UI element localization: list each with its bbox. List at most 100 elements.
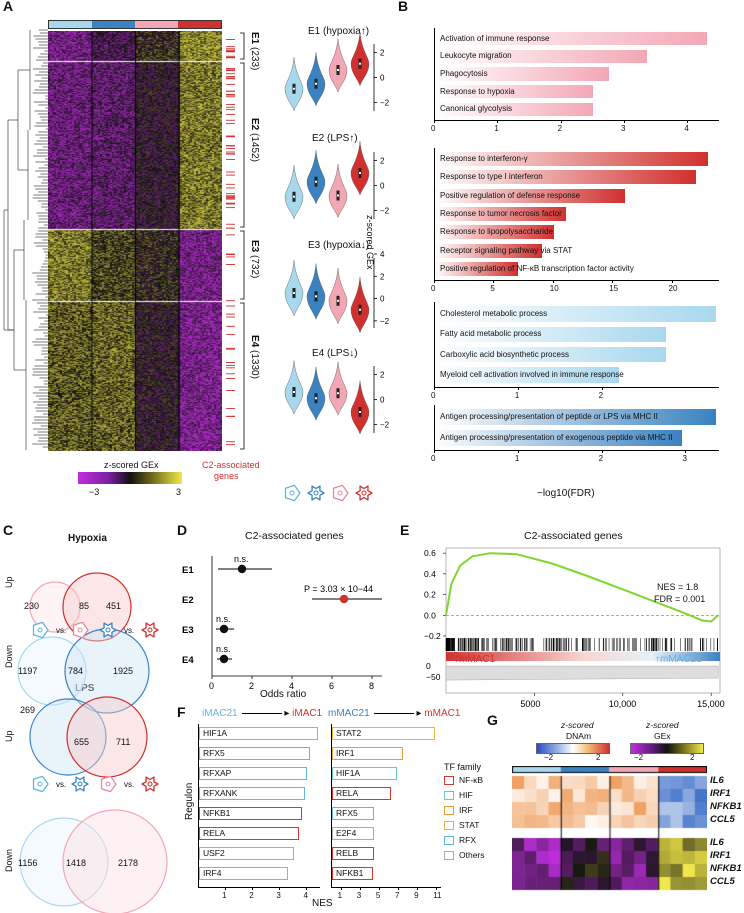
tf-legend-title: TF family	[444, 762, 481, 772]
gsea-right-label: ↑mMAC21	[655, 654, 702, 665]
gsea-metric-area	[445, 665, 719, 681]
lps-title: LPS	[75, 683, 95, 694]
violin-median	[359, 62, 361, 65]
venn-diagrams	[17, 572, 168, 913]
go-term-label: Antigen processing/presentation of pepti…	[440, 412, 658, 422]
forest-annotation: P = 3.03 × 10−44	[304, 584, 373, 594]
panelb-yaxis	[434, 405, 435, 450]
violin-plots: 2 0 −2 2 0 −2 4 2 0 −2 2 0 −2	[284, 32, 390, 435]
hyp-down-right: 1925	[113, 666, 134, 676]
f-tick-label: 11	[433, 891, 442, 900]
lps-up-overlap: 655	[74, 737, 90, 747]
f-tick	[436, 887, 438, 890]
regulon-name: HIF1A	[336, 768, 361, 778]
regulon-bar	[332, 767, 398, 780]
cluster-e2-label: E2 (1452)	[249, 118, 260, 162]
tf-legend-swatch	[444, 776, 454, 785]
violin-title-e3: E3 (hypoxia↓)	[308, 240, 370, 251]
regulon-name: RFXANK	[203, 788, 238, 798]
panel-letter-f: F	[177, 704, 186, 720]
violin-median	[337, 69, 339, 71]
go-term-label: Myeloid cell activation involved in immu…	[440, 369, 624, 379]
cell-icon-imac1	[332, 484, 349, 502]
f-xaxis	[331, 887, 441, 888]
lps-icon-imac21-nucleus	[37, 781, 43, 787]
c2-label-line2: genes	[214, 471, 239, 481]
go-term-label: Activation of immune response	[440, 33, 550, 43]
go-term-label: Response to lipopolysaccharide	[440, 227, 553, 237]
regulon-bar	[332, 867, 374, 880]
cell-state-icons	[284, 484, 373, 502]
regulon-name: HIF1A	[203, 728, 228, 738]
panelb-tick-label: 1	[514, 391, 520, 400]
panelb-xaxis	[434, 450, 719, 451]
go-term-label: Response to hypoxia	[440, 86, 515, 96]
venn-lps-down-mmac	[62, 809, 168, 913]
panelb-tick-label: 0	[431, 124, 436, 133]
forest-annotation: n.s.	[234, 554, 249, 564]
f-tick	[397, 887, 399, 890]
cluster-bracket	[240, 230, 245, 300]
hyp-vs-2: vs.	[124, 626, 135, 635]
go-term-label: Fatty acid metabolic process	[440, 329, 542, 339]
regulon-name: RELA	[203, 828, 226, 838]
go-term-bar	[435, 367, 620, 383]
gsea-enrichment-curve	[445, 552, 719, 623]
panelb-tick	[624, 120, 625, 123]
go-term-label: Response to interferon-γ	[440, 154, 528, 164]
panelb-tick	[601, 450, 603, 453]
lps-icon-mmac21-nucleus	[77, 781, 83, 787]
regulon-name: RFX5	[203, 748, 225, 758]
hyp-icon-mmac1-nucleus	[147, 627, 153, 633]
g-gex-title1: z-scored	[646, 720, 679, 730]
go-term-label: Leukocyte migration	[440, 51, 512, 61]
violin-median	[359, 172, 361, 174]
lps-down-right: 2178	[118, 858, 139, 868]
go-term-label: Response to tumor necrosis factor	[440, 209, 562, 218]
c2-associated-gene-ticks	[226, 39, 235, 446]
gsea-fdr: FDR = 0.001	[654, 594, 706, 604]
forest-point	[219, 654, 229, 664]
colorbar-title: z-scored GEx	[104, 460, 159, 470]
hyp-icon-imac1-nucleus	[77, 627, 83, 633]
cell-icon-mmac21-nucleus	[313, 490, 319, 496]
panele-title: C2-associated genes	[524, 530, 623, 542]
hyp-icon-mmac1	[141, 622, 159, 638]
dendrogram-lines	[3, 29, 48, 450]
forest-point	[237, 564, 247, 574]
paneld-xlabel: Odds ratio	[260, 689, 307, 700]
regulon-bar	[199, 827, 300, 840]
g-gene-label-dnam: CCL5	[710, 814, 735, 825]
violin-median	[315, 295, 317, 298]
go-term-bar	[435, 207, 566, 221]
panel-letter-d: D	[177, 522, 188, 538]
go-term-label: Canonical glycolysis	[440, 104, 513, 114]
regulon-bar	[332, 747, 403, 760]
violin-ytick-label: 0	[380, 396, 385, 405]
dnam-tick-high: 2	[596, 753, 601, 762]
g-gene-label-dnam: NFKB1	[710, 801, 742, 812]
panelb-tick-label: 2	[598, 454, 604, 463]
g-gene-label-gex: CCL5	[710, 876, 735, 887]
panelb-yaxis	[434, 28, 435, 120]
panelb-tick-label: 0	[431, 454, 436, 463]
cluster-bracket	[240, 302, 245, 450]
lps-vs-2: vs.	[124, 780, 135, 789]
forest-xtick-label: 8	[369, 681, 374, 691]
regulon-name: RELB	[336, 848, 359, 858]
tf-legend-label: STAT	[459, 820, 480, 830]
f-tick-label: 5	[375, 891, 381, 900]
hyp-vs-1: vs.	[56, 626, 67, 635]
tf-legend-swatch	[444, 806, 454, 815]
cell-icon-imac21	[284, 484, 301, 502]
lps-down-left: 1156	[18, 858, 38, 868]
venn-lps-up-imac	[29, 698, 107, 776]
forest-row-label: E2	[182, 595, 194, 606]
panel-letter-c: C	[3, 522, 14, 538]
gex-tick-low: −2	[634, 753, 644, 762]
colorbar-tick-high: 3	[176, 487, 182, 497]
dnam-colorbar	[536, 743, 610, 754]
regulon-bar	[199, 847, 294, 860]
f-left-header: iMAC21 ▸ iMAC1	[202, 708, 323, 719]
regulon-bar	[332, 827, 375, 840]
